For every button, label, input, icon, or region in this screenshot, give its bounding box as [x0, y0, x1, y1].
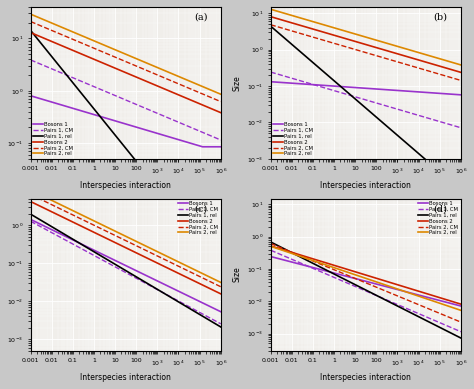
X-axis label: Interspecies interaction: Interspecies interaction	[80, 373, 171, 382]
Text: (d): (d)	[434, 205, 447, 214]
Text: (c): (c)	[194, 205, 208, 214]
X-axis label: Interspecies interaction: Interspecies interaction	[80, 181, 171, 190]
Text: (a): (a)	[194, 13, 208, 22]
Legend: Bosons 1, Pairs 1, CM, Pairs 1, rel, Bosons 2, Pairs 2, CM, Pairs 2, rel: Bosons 1, Pairs 1, CM, Pairs 1, rel, Bos…	[32, 121, 74, 157]
X-axis label: Interspecies interaction: Interspecies interaction	[320, 181, 411, 190]
Y-axis label: Size: Size	[233, 75, 241, 91]
Legend: Bosons 1, Pairs 1, CM, Pairs 1, rel, Bosons 2, Pairs 2, CM, Pairs 2, rel: Bosons 1, Pairs 1, CM, Pairs 1, rel, Bos…	[273, 121, 315, 157]
Legend: Bosons 1, Pairs 1, CM, Pairs 1, rel, Bosons 2, Pairs 2, CM, Pairs 2, rel: Bosons 1, Pairs 1, CM, Pairs 1, rel, Bos…	[417, 200, 459, 237]
Text: (b): (b)	[434, 13, 447, 22]
X-axis label: Interspecies interaction: Interspecies interaction	[320, 373, 411, 382]
Legend: Bosons 1, Pairs 1, CM, Pairs 1, rel, Bosons 2, Pairs 2, CM, Pairs 2, rel: Bosons 1, Pairs 1, CM, Pairs 1, rel, Bos…	[177, 200, 219, 237]
Y-axis label: Size: Size	[233, 267, 241, 282]
